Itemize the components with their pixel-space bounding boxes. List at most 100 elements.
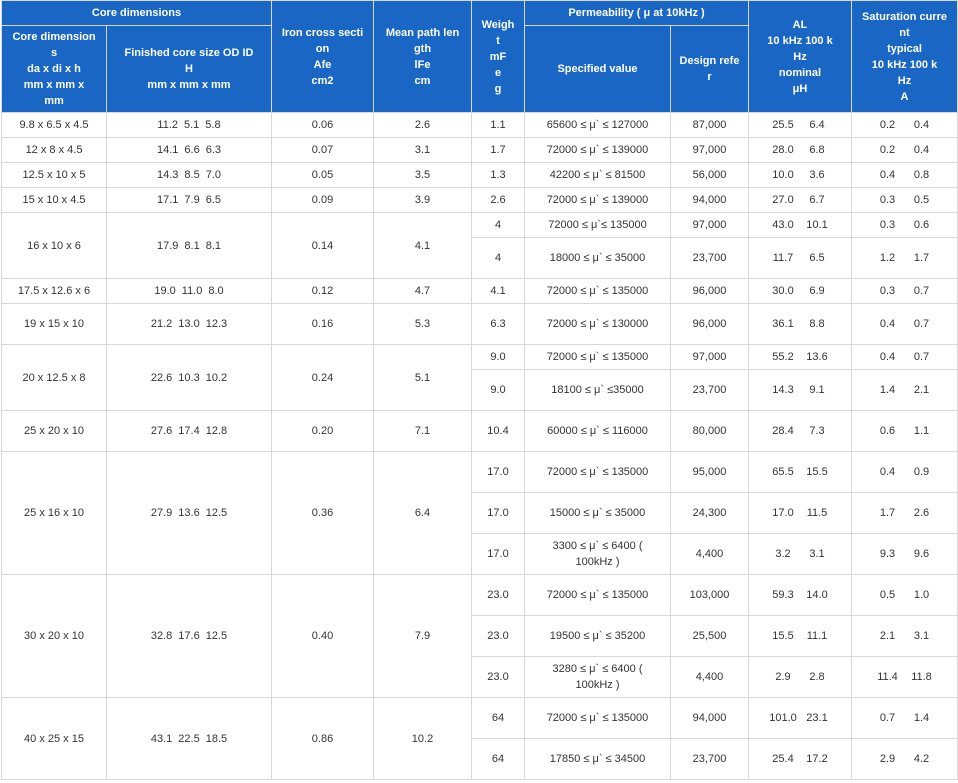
al-cell-100khz: 7.3 [809, 425, 825, 437]
design-reference-cell: 56,000 [670, 162, 749, 188]
specified-value-cell: 72000 ≤ μ` ≤ 139000 [524, 137, 671, 163]
saturation-current-cell-100khz: 0.4 [913, 144, 930, 156]
saturation-current-cell-100khz: 0.5 [913, 194, 930, 206]
iron-cross-section-cell: 0.36 [271, 451, 374, 575]
weight-cell: 23.0 [471, 615, 525, 657]
table-row: 40 x 25 x 15 43.1 22.5 18.5 0.86 10.2 64 72000 … [1, 697, 958, 780]
saturation-current-cell-100khz: 0.6 [913, 219, 930, 231]
saturation-current-cell: 0.3 0.7 [851, 278, 958, 304]
al-cell-10khz: 28.0 [772, 144, 794, 156]
finished-core-size-cell: 19.0 11.0 8.0 [106, 278, 272, 304]
saturation-current-cell-10khz: 0.4 [879, 466, 896, 478]
saturation-current-cell: 2.1 3.1 [851, 615, 958, 657]
saturation-current-cell-10khz: 0.6 [879, 425, 896, 437]
weight-cell: 9.0 [471, 369, 525, 411]
al-cell-100khz: 6.4 [809, 119, 825, 131]
saturation-current-cell-100khz: 1.1 [913, 425, 930, 437]
al-cell: 2.9 2.8 [748, 656, 852, 698]
finished-core-size-cell: 43.1 22.5 18.5 [106, 697, 272, 780]
saturation-current-cell-10khz: 2.9 [879, 753, 896, 765]
weight-cell: 10.4 [471, 410, 525, 452]
saturation-current-cell: 0.4 0.8 [851, 162, 958, 188]
finished-id: 17.4 [178, 425, 200, 437]
finished-core-size-cell: 11.2 5.1 5.8 [106, 112, 272, 138]
weight-cell: 17.0 [471, 451, 525, 493]
al-cell-10khz: 15.5 [772, 630, 794, 642]
specified-value-cell: 17850 ≤ μ` ≤ 34500 [524, 738, 671, 780]
al-cell-10khz: 3.2 [775, 548, 791, 560]
finished-id: 5.1 [184, 119, 200, 131]
al-cell: 43.0 10.1 [748, 212, 852, 238]
weight-cell: 9.0 [471, 344, 525, 370]
saturation-current-cell-10khz: 1.4 [879, 384, 896, 396]
saturation-current-cell: 1.2 1.7 [851, 237, 958, 279]
specified-value-cell: 18100 ≤ μ` ≤35000 [524, 369, 671, 411]
design-reference-cell: 94,000 [670, 187, 749, 213]
weight-cell: 4 [471, 237, 525, 279]
finished-core-size-cell: 21.2 13.0 12.3 [106, 303, 272, 345]
al-cell-100khz: 6.5 [809, 252, 825, 264]
iron-cross-section-cell: 0.14 [271, 212, 374, 279]
saturation-current-cell: 0.3 0.6 [851, 212, 958, 238]
saturation-current-cell-10khz: 0.7 [879, 712, 896, 724]
weight-cell: 64 [471, 697, 525, 739]
design-reference-cell: 4,400 [670, 533, 749, 575]
header-al: AL 10 kHz 100 k Hz nominal μH [748, 0, 852, 113]
specified-value-cell: 42200 ≤ μ` ≤ 81500 [524, 162, 671, 188]
saturation-current-cell-100khz: 0.9 [913, 466, 930, 478]
al-cell: 65.5 15.5 [748, 451, 852, 493]
header-permeability-group: Permeability ( μ at 10kHz ) [524, 0, 749, 26]
table-row: 17.5 x 12.6 x 6 19.0 11.0 8.0 0.12 4.7 4.1 7200… [1, 278, 958, 304]
finished-h: 6.3 [205, 144, 221, 156]
al-cell-10khz: 65.5 [772, 466, 794, 478]
saturation-current-cell: 0.4 0.9 [851, 451, 958, 493]
core-dimensions-cell: 25 x 16 x 10 [1, 451, 107, 575]
table-row: 19 x 15 x 10 21.2 13.0 12.3 0.16 5.3 6.3 72000 … [1, 303, 958, 345]
saturation-current-cell-100khz: 1.4 [913, 712, 930, 724]
iron-cross-section-cell: 0.40 [271, 574, 374, 698]
al-cell: 30.0 6.9 [748, 278, 852, 304]
core-dimensions-cell: 15 x 10 x 4.5 [1, 187, 107, 213]
saturation-current-cell-10khz: 1.7 [879, 507, 896, 519]
weight-cell: 17.0 [471, 492, 525, 534]
al-cell-100khz: 23.1 [806, 712, 828, 724]
finished-h: 12.8 [205, 425, 228, 437]
mean-path-length-cell: 5.1 [373, 344, 472, 411]
design-reference-cell: 23,700 [670, 369, 749, 411]
saturation-current-cell-100khz: 2.6 [913, 507, 930, 519]
finished-core-size-cell: 22.6 10.3 10.2 [106, 344, 272, 411]
saturation-current-cell-10khz: 0.3 [879, 285, 896, 297]
mean-path-length-cell: 7.1 [373, 410, 472, 452]
design-reference-cell: 103,000 [670, 574, 749, 616]
saturation-current-cell-10khz: 2.1 [879, 630, 896, 642]
al-cell: 28.0 6.8 [748, 137, 852, 163]
finished-od: 22.6 [150, 371, 173, 384]
design-reference-cell: 97,000 [670, 212, 749, 238]
al-cell: 14.3 9.1 [748, 369, 852, 411]
al-cell-10khz: 17.0 [772, 507, 794, 519]
iron-cross-section-cell: 0.86 [271, 697, 374, 780]
al-cell: 55.2 13.6 [748, 344, 852, 370]
table-body: 9.8 x 6.5 x 4.5 11.2 5.1 5.8 0.06 2.6 1.1 65600… [1, 112, 958, 780]
iron-cross-section-cell: 0.07 [271, 137, 374, 163]
saturation-current-cell-10khz: 9.3 [879, 548, 896, 560]
table-row: 30 x 20 x 10 32.8 17.6 12.5 0.40 7.9 23.0 72000… [1, 574, 958, 698]
saturation-current-cell: 1.4 2.1 [851, 369, 958, 411]
al-cell: 28.4 7.3 [748, 410, 852, 452]
al-cell-100khz: 10.1 [806, 219, 828, 231]
specified-value-cell: 72000 ≤ μ` ≤ 130000 [524, 303, 671, 345]
finished-core-size-cell: 27.9 13.6 12.5 [106, 451, 272, 575]
iron-cross-section-cell: 0.24 [271, 344, 374, 411]
table-row: 25 x 20 x 10 27.6 17.4 12.8 0.20 7.1 10.4 60000… [1, 410, 958, 452]
table-row: 23.0 19500 ≤ μ` ≤ 35200 25,500 15.5 11.1 2.1 3… [2, 615, 958, 657]
finished-h: 12.5 [205, 507, 228, 519]
core-dimensions-cell: 12.5 x 10 x 5 [1, 162, 107, 188]
weight-cell: 6.3 [471, 303, 525, 345]
specified-value-cell: 72000 ≤ μ` ≤ 135000 [524, 344, 671, 370]
al-cell: 25.4 17.2 [748, 738, 852, 780]
finished-od: 14.3 [156, 169, 179, 181]
saturation-current-cell: 2.9 4.2 [851, 738, 958, 780]
mean-path-length-cell: 6.4 [373, 451, 472, 575]
specified-value-cell: 18000 ≤ μ` ≤ 35000 [524, 237, 671, 279]
header-core-dimensions: Core dimension s da x di x h mm x mm x m… [1, 25, 107, 113]
